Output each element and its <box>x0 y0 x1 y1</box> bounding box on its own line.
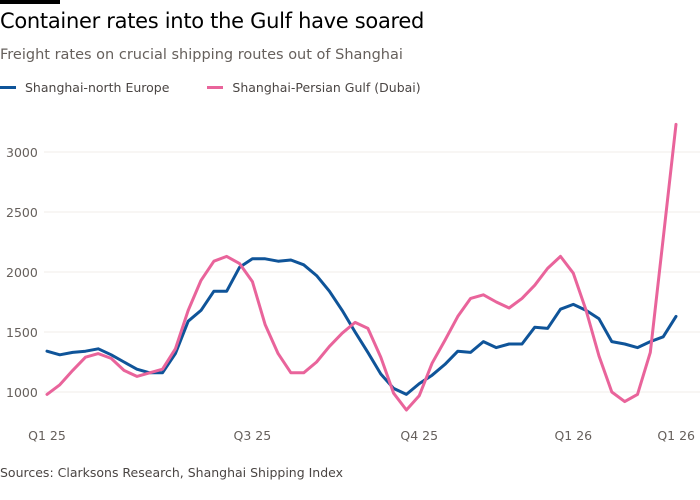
series <box>45 122 678 412</box>
x-tick-label: Q3 25 <box>234 428 272 443</box>
x-tick-label: Q4 25 <box>400 428 438 443</box>
y-tick-label: 3000 <box>6 145 38 160</box>
y-tick-label: 1000 <box>6 385 38 400</box>
gridlines <box>44 151 700 393</box>
legend-item-persian-gulf: Shanghai-Persian Gulf (Dubai) <box>207 80 421 95</box>
y-tick-label: 1500 <box>6 325 38 340</box>
legend: Shanghai-north Europe Shanghai-Persian G… <box>0 80 459 95</box>
legend-swatch-north-europe <box>0 86 16 89</box>
chart-subtitle: Freight rates on crucial shipping routes… <box>0 47 403 63</box>
chart-title: Container rates into the Gulf have soare… <box>0 9 425 33</box>
x-tick-label: Q1 26 <box>657 428 695 443</box>
source-note: Sources: Clarksons Research, Shanghai Sh… <box>0 465 344 480</box>
y-tick-label: 2000 <box>6 265 38 280</box>
y-axis: 1000 1500 2000 2500 3000 <box>6 145 38 400</box>
legend-label-persian-gulf: Shanghai-Persian Gulf (Dubai) <box>232 80 421 95</box>
y-tick-label: 2500 <box>6 205 38 220</box>
brand-top-bar <box>0 0 60 4</box>
x-tick-label: Q1 26 <box>554 428 592 443</box>
legend-swatch-persian-gulf <box>207 86 224 89</box>
legend-item-north-europe: Shanghai-north Europe <box>0 80 169 95</box>
x-axis: Q1 25 Q3 25 Q4 25 Q1 26 Q1 26 <box>28 428 695 443</box>
x-tick-label: Q1 25 <box>28 428 66 443</box>
legend-label-north-europe: Shanghai-north Europe <box>25 80 170 95</box>
series-line-persian-gulf <box>45 122 678 412</box>
